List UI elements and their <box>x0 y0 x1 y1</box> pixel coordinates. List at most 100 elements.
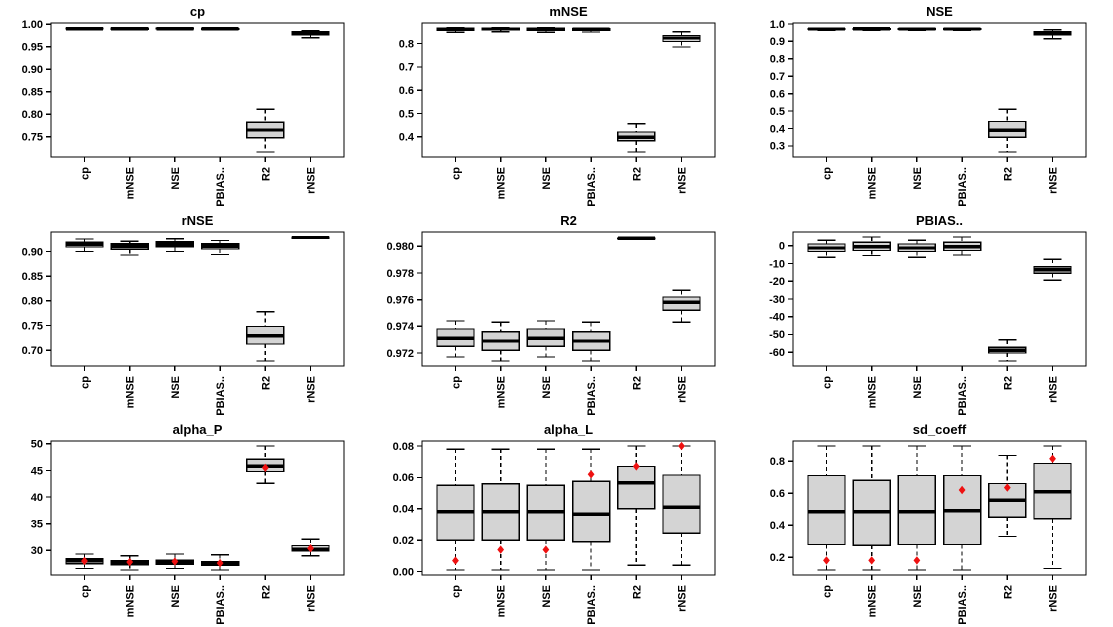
svg-text:NSE: NSE <box>170 585 182 608</box>
svg-text:PBIAS..: PBIAS.. <box>957 167 969 207</box>
svg-text:NSE: NSE <box>912 585 924 608</box>
svg-text:R2: R2 <box>260 585 272 599</box>
svg-text:0.972: 0.972 <box>386 348 414 360</box>
svg-text:0.90: 0.90 <box>22 246 43 258</box>
svg-text:1.00: 1.00 <box>22 19 43 31</box>
svg-text:cp: cp <box>79 376 91 389</box>
svg-text:rNSE: rNSE <box>677 167 689 194</box>
svg-text:R2: R2 <box>260 376 272 390</box>
svg-text:rNSE: rNSE <box>1048 585 1060 612</box>
svg-text:NSE: NSE <box>541 585 553 608</box>
svg-text:-10: -10 <box>769 258 785 270</box>
svg-text:30: 30 <box>31 545 43 557</box>
subplot-rnse: rNSE 0.70 0.75 0.80 0.85 0.90 cp mNSE NSE PBIAS.… <box>22 213 345 416</box>
subplot-cp: cp 0.75 0.80 0.85 0.90 0.95 1.00 cp mNSE NSE PBIA… <box>22 4 345 207</box>
plot-title-sd-coeff: sd_coeff <box>913 422 967 437</box>
svg-text:0.6: 0.6 <box>770 88 785 100</box>
svg-text:mNSE: mNSE <box>496 585 508 617</box>
plot-title-mnse: mNSE <box>549 4 588 19</box>
svg-text:R2: R2 <box>631 585 643 599</box>
plot-title-nse: NSE <box>926 4 953 19</box>
svg-text:mNSE: mNSE <box>867 376 879 408</box>
svg-text:PBIAS..: PBIAS.. <box>586 167 598 207</box>
svg-text:0.6: 0.6 <box>399 85 414 97</box>
svg-text:mNSE: mNSE <box>496 167 508 199</box>
svg-text:cp: cp <box>450 376 462 389</box>
svg-text:rNSE: rNSE <box>677 585 689 612</box>
svg-text:-30: -30 <box>769 294 785 306</box>
svg-text:NSE: NSE <box>170 167 182 190</box>
svg-text:0.4: 0.4 <box>399 132 415 144</box>
svg-text:0.85: 0.85 <box>22 271 43 283</box>
svg-text:0.2: 0.2 <box>770 552 785 564</box>
svg-text:cp: cp <box>79 585 91 598</box>
svg-text:0.75: 0.75 <box>22 320 43 332</box>
svg-text:0.7: 0.7 <box>770 71 785 83</box>
svg-text:0.5: 0.5 <box>770 106 785 118</box>
svg-text:cp: cp <box>450 585 462 598</box>
svg-text:PBIAS..: PBIAS.. <box>586 585 598 625</box>
svg-text:rNSE: rNSE <box>677 376 689 403</box>
svg-text:NSE: NSE <box>912 167 924 190</box>
svg-text:rNSE: rNSE <box>1048 376 1060 403</box>
svg-text:PBIAS..: PBIAS.. <box>957 376 969 416</box>
svg-text:mNSE: mNSE <box>867 167 879 199</box>
svg-text:mNSE: mNSE <box>125 376 137 408</box>
svg-text:0.7: 0.7 <box>399 62 414 74</box>
svg-text:PBIAS..: PBIAS.. <box>215 585 227 625</box>
svg-text:R2: R2 <box>1002 167 1014 181</box>
svg-text:0.90: 0.90 <box>22 64 43 76</box>
subplot-r2: R2 0.972 0.974 0.976 0.978 0.980 cp mNSE NSE PBI… <box>386 213 716 416</box>
svg-text:mNSE: mNSE <box>496 376 508 408</box>
svg-text:NSE: NSE <box>170 376 182 399</box>
svg-text:0.976: 0.976 <box>386 294 414 306</box>
plot-title-rnse: rNSE <box>182 213 214 228</box>
svg-text:R2: R2 <box>631 376 643 390</box>
subplot-mnse: mNSE 0.4 0.5 0.6 0.7 0.8 cp mNSE NSE PBIAS.. R2 rN… <box>399 4 716 207</box>
svg-text:mNSE: mNSE <box>125 585 137 617</box>
svg-text:NSE: NSE <box>912 376 924 399</box>
svg-text:rNSE: rNSE <box>1048 167 1060 194</box>
svg-text:0.8: 0.8 <box>770 54 785 66</box>
svg-text:rNSE: rNSE <box>306 376 318 403</box>
svg-text:0.5: 0.5 <box>399 108 414 120</box>
svg-text:0.02: 0.02 <box>393 535 414 547</box>
svg-text:35: 35 <box>31 519 43 531</box>
svg-text:-40: -40 <box>769 312 785 324</box>
svg-text:0.980: 0.980 <box>386 241 414 253</box>
svg-text:0.75: 0.75 <box>22 132 43 144</box>
svg-text:-50: -50 <box>769 329 785 341</box>
svg-text:PBIAS..: PBIAS.. <box>215 376 227 416</box>
svg-text:cp: cp <box>79 167 91 180</box>
svg-text:R2: R2 <box>260 167 272 181</box>
svg-text:0.06: 0.06 <box>393 472 414 484</box>
svg-text:PBIAS..: PBIAS.. <box>586 376 598 416</box>
svg-text:45: 45 <box>31 465 43 477</box>
svg-text:0.8: 0.8 <box>399 38 414 50</box>
svg-text:NSE: NSE <box>541 167 553 190</box>
svg-text:mNSE: mNSE <box>867 585 879 617</box>
svg-text:-20: -20 <box>769 276 785 288</box>
svg-text:rNSE: rNSE <box>306 585 318 612</box>
plot-title-alpha-l: alpha_L <box>544 422 593 437</box>
svg-text:0.04: 0.04 <box>393 504 415 516</box>
svg-text:1.0: 1.0 <box>770 19 785 31</box>
svg-text:0.4: 0.4 <box>770 123 786 135</box>
svg-text:cp: cp <box>821 167 833 180</box>
svg-text:R2: R2 <box>1002 376 1014 390</box>
svg-text:mNSE: mNSE <box>125 167 137 199</box>
svg-text:40: 40 <box>31 492 43 504</box>
svg-text:PBIAS..: PBIAS.. <box>957 585 969 625</box>
svg-text:0.978: 0.978 <box>386 268 414 280</box>
subplot-sd-coeff: sd_coeff 0.2 0.4 0.6 0.8 cp mNSE NSE PBIAS.. R2 r… <box>770 422 1087 625</box>
subplot-pbias: PBIAS.. 0 -10 -20 -30 -40 -50 -60 cp mNSE NSE PBIA… <box>769 213 1087 416</box>
svg-text:0.70: 0.70 <box>22 345 43 357</box>
subplot-alpha-l: alpha_L 0.00 0.02 0.04 0.06 0.08 cp mNSE NSE PBI… <box>393 422 716 625</box>
svg-text:0.08: 0.08 <box>393 441 414 453</box>
plot-title-alpha-p: alpha_P <box>173 422 223 437</box>
svg-text:0.80: 0.80 <box>22 296 43 308</box>
svg-text:0.00: 0.00 <box>393 566 414 578</box>
svg-text:0.6: 0.6 <box>770 488 785 500</box>
svg-text:R2: R2 <box>1002 585 1014 599</box>
